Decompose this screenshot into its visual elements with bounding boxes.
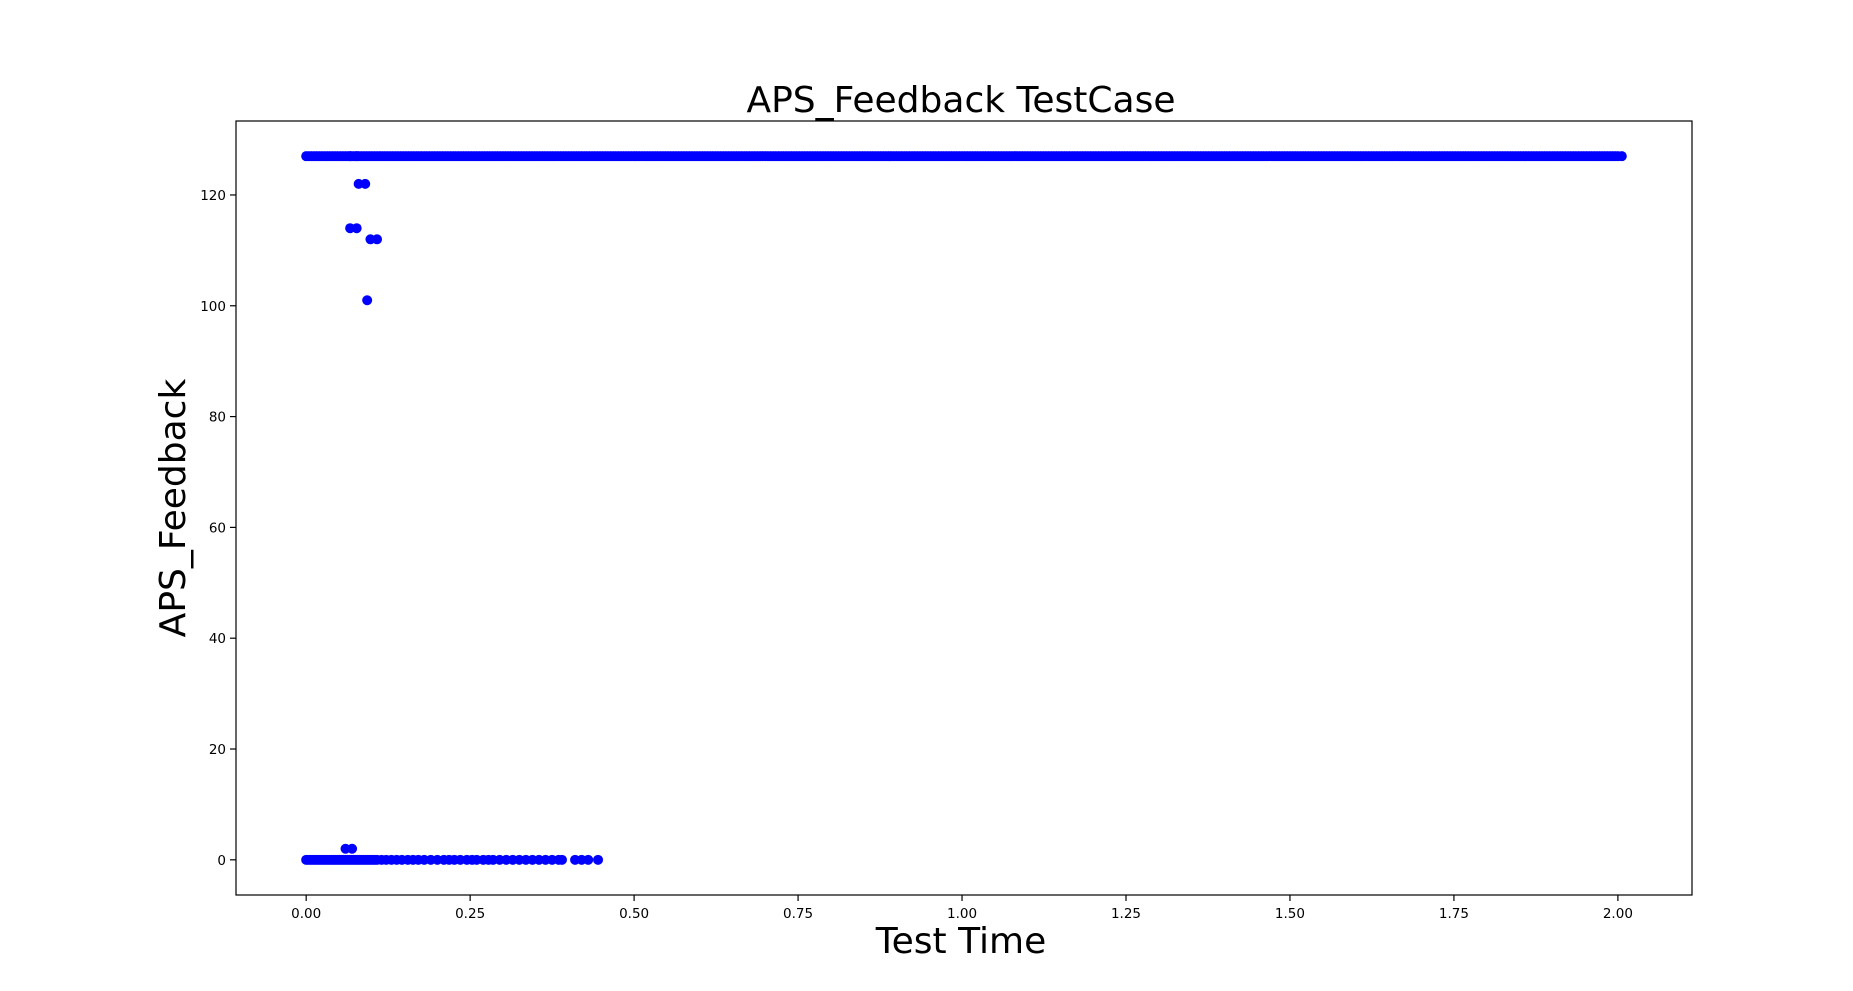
y-axis-ticks: 0 20 40 60 80 100 120 — [200, 188, 236, 869]
plot-area — [236, 121, 1692, 895]
y-tick-label: 100 — [200, 299, 226, 315]
data-point — [593, 854, 604, 865]
y-tick-label: 120 — [200, 188, 226, 204]
plot-frame — [235, 120, 1693, 896]
data-point — [362, 295, 373, 306]
y-tick-label: 80 — [209, 410, 226, 426]
data-point — [347, 843, 358, 854]
x-tick-label: 1.75 — [1439, 906, 1469, 922]
y-tick-label: 60 — [209, 520, 226, 536]
data-point — [556, 854, 567, 865]
data-point — [351, 223, 362, 234]
y-axis-label: APS_Feedback — [153, 379, 194, 638]
data-point — [360, 178, 371, 189]
chart-title: APS_Feedback TestCase — [746, 80, 1175, 121]
x-axis-ticks: 0.00 0.25 0.50 0.75 1.00 1.25 1.50 1.75 2.00 — [291, 895, 1633, 922]
data-point — [351, 151, 362, 162]
y-tick-label: 20 — [209, 742, 226, 758]
x-tick-label: 0.50 — [619, 906, 649, 922]
data-points — [301, 151, 1627, 865]
x-axis-label: Test Time — [875, 921, 1046, 962]
y-tick-label: 0 — [217, 853, 226, 869]
x-tick-label: 1.50 — [1275, 906, 1305, 922]
data-point — [372, 234, 383, 245]
data-point — [583, 854, 594, 865]
x-tick-label: 0.75 — [783, 906, 813, 922]
y-tick-label: 40 — [209, 631, 226, 647]
x-tick-label: 1.25 — [1111, 906, 1141, 922]
x-tick-label: 1.00 — [947, 906, 977, 922]
x-tick-label: 0.00 — [291, 906, 321, 922]
x-tick-label: 2.00 — [1603, 906, 1633, 922]
data-point — [1616, 151, 1627, 162]
x-tick-label: 0.25 — [455, 906, 485, 922]
